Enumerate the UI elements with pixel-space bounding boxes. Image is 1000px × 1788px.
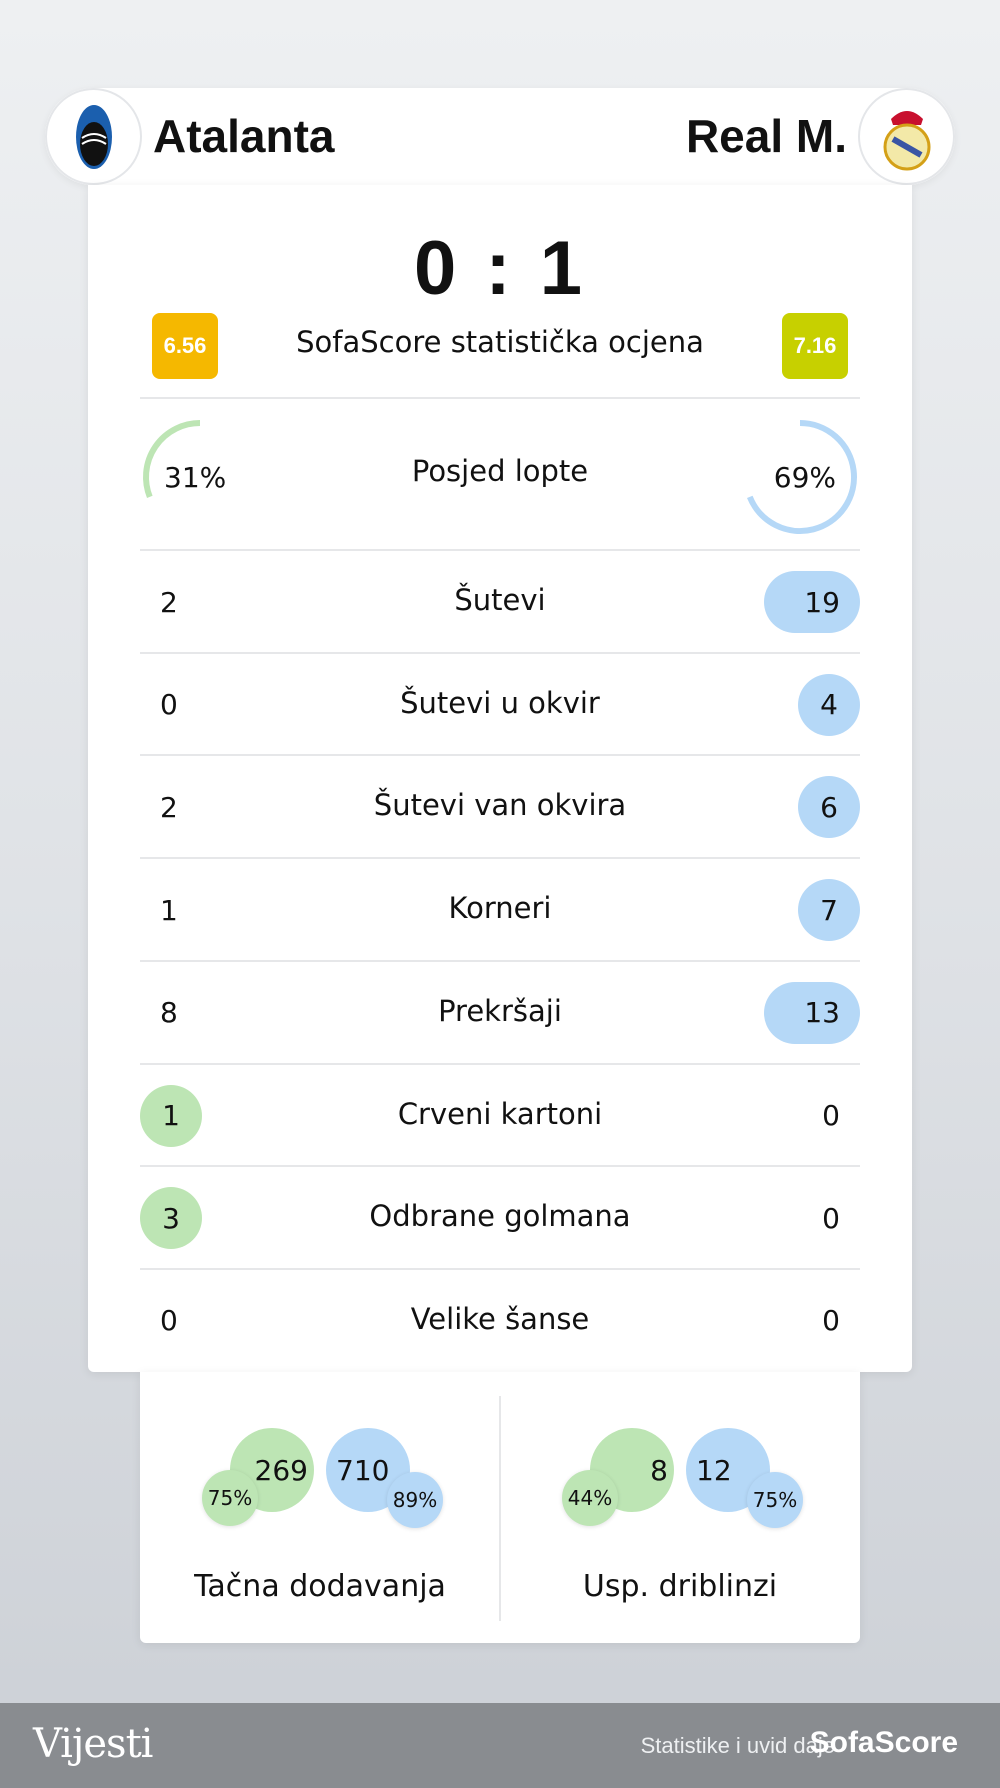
stat-label: Odbrane golmana: [369, 1199, 631, 1234]
home-stat-value: 3: [140, 1187, 202, 1250]
away-stat-value: 0: [822, 1304, 840, 1338]
away-stat-value: 0: [822, 1201, 840, 1235]
atalanta-logo: [45, 88, 142, 185]
away-stat-value: 0: [822, 1099, 840, 1132]
away-rating-badge: 7.16: [782, 313, 848, 379]
home-score: 0: [413, 226, 461, 311]
possession-label: Posjed lopte: [411, 454, 589, 488]
away-stat-value: 6: [798, 776, 860, 839]
stat-label: Prekršaji: [438, 993, 562, 1028]
bubble-stats-card: 269 75% 710 89% Tačna dodavanja 8 44% 12 75% Usp.…: [140, 1372, 860, 1643]
footer-credit: Statistike i uvid daje: [640, 1733, 835, 1758]
home-stat-value: 0: [160, 688, 178, 722]
home-stat-value: 1: [160, 893, 178, 927]
footer: Vijesti Statistike i uvid daje SofaScore: [0, 1703, 1000, 1788]
away-stat-value: 4: [798, 673, 860, 736]
stat-row: 0 Šutevi u okvir 4: [140, 651, 860, 755]
away-stat-value: 19: [764, 571, 860, 633]
away-pct-bubble: 75%: [747, 1472, 803, 1528]
stat-label: Šutevi u okvir: [400, 685, 600, 720]
vijesti-logo: Vijesti: [33, 1721, 153, 1767]
sofascore-logo: SofaScore: [809, 1726, 958, 1759]
away-pct-bubble: 89%: [387, 1472, 443, 1528]
away-score: 1: [539, 226, 587, 311]
home-stat-value: 1: [140, 1084, 202, 1147]
stat-label: Crveni kartoni: [397, 1096, 603, 1131]
stat-row: 8 Prekršaji 13: [140, 959, 860, 1063]
bubble-stat-label: Tačna dodavanja: [194, 1569, 446, 1604]
away-possession-value: 69%: [773, 460, 836, 494]
home-team-name: Atalanta: [153, 110, 335, 162]
home-stat-value: 0: [160, 1304, 178, 1338]
possession-row: 31% Posjed lopte 69%: [140, 397, 860, 549]
stat-row: 3 Odbrane golmana 0: [140, 1165, 860, 1268]
away-team-name: Real M.: [685, 110, 847, 162]
stat-label: Šutevi: [454, 583, 546, 617]
home-possession-value: 31%: [164, 460, 227, 494]
stat-row: 0 Velike šanse 0: [140, 1267, 860, 1371]
match-score: 0 : 1: [88, 225, 912, 312]
away-stat-value: 13: [764, 981, 860, 1044]
stat-row: 2 Šutevi van okvira 6: [140, 754, 860, 857]
stat-row: 1 Crveni kartoni 0: [140, 1062, 860, 1166]
away-stat-value: 7: [798, 879, 860, 942]
home-stat-value: 2: [160, 585, 178, 619]
bubble-stat-label: Usp. driblinzi: [582, 1569, 778, 1604]
away-possession-arc: [747, 420, 857, 534]
stats-card: 0 : 1 6.56 SofaScore statistička ocjena …: [88, 185, 912, 1372]
divider: [499, 1396, 501, 1621]
home-stat-value: 2: [160, 790, 178, 824]
stat-label: Velike šanse: [410, 1301, 590, 1336]
stat-row: 2 Šutevi 19: [140, 549, 860, 652]
stat-row: 1 Korneri 7: [140, 857, 860, 960]
home-rating-badge: 6.56: [152, 313, 218, 379]
rating-label: SofaScore statistička ocjena: [296, 325, 704, 359]
home-pct-bubble: 75%: [202, 1470, 258, 1526]
home-pct-bubble: 44%: [562, 1470, 618, 1526]
match-header: Atalanta Real M.: [45, 88, 955, 185]
home-stat-value: 8: [160, 996, 178, 1030]
real-madrid-logo: [858, 88, 955, 185]
stat-label: Šutevi van okvira: [373, 788, 627, 823]
home-possession-arc: [143, 420, 201, 498]
score-separator: :: [485, 226, 515, 311]
stat-label: Korneri: [448, 891, 552, 926]
